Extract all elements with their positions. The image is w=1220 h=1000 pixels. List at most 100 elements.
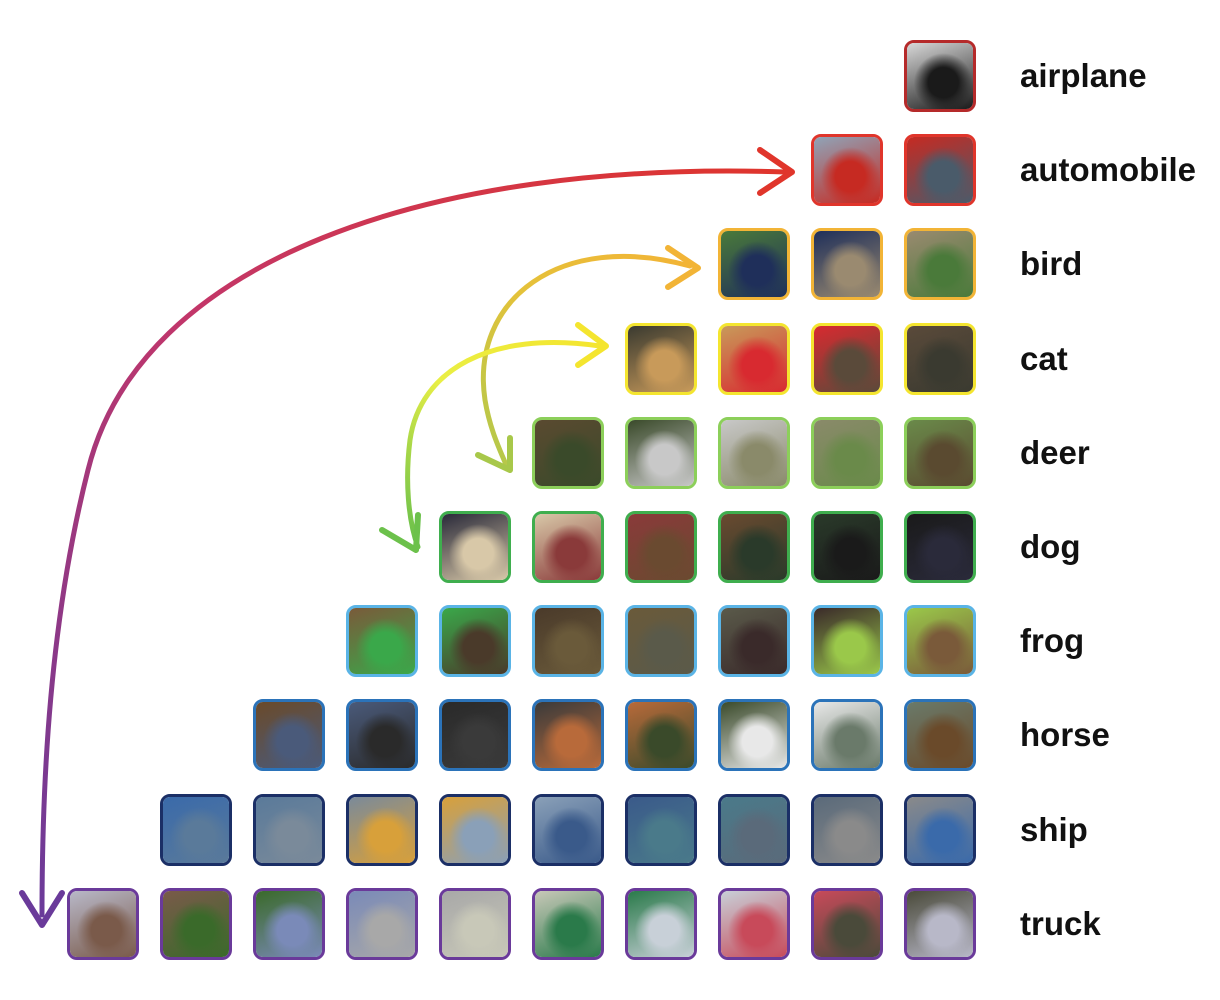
sample-image-frog <box>718 605 790 677</box>
class-label-airplane: airplane <box>1020 57 1147 94</box>
image-thumbnail <box>814 420 880 486</box>
image-thumbnail <box>814 608 880 674</box>
sample-image-truck <box>346 888 418 960</box>
arrow-cat-to-dog <box>405 340 603 550</box>
sample-image-automobile <box>811 134 883 206</box>
image-thumbnail <box>535 702 601 768</box>
sample-image-truck <box>811 888 883 960</box>
sample-image-frog <box>439 605 511 677</box>
sample-image-truck <box>718 888 790 960</box>
sample-image-horse <box>439 699 511 771</box>
image-thumbnail <box>907 420 973 486</box>
image-thumbnail <box>535 891 601 957</box>
sample-image-ship <box>811 794 883 866</box>
image-thumbnail <box>814 231 880 297</box>
sample-image-deer <box>532 417 604 489</box>
image-thumbnail <box>163 797 229 863</box>
image-thumbnail <box>535 514 601 580</box>
image-thumbnail <box>814 891 880 957</box>
sample-image-ship <box>904 794 976 866</box>
sample-image-ship <box>532 794 604 866</box>
image-thumbnail <box>535 420 601 486</box>
sample-image-truck <box>439 888 511 960</box>
sample-image-frog <box>532 605 604 677</box>
arrowhead-bird <box>665 245 701 290</box>
image-thumbnail <box>349 891 415 957</box>
sample-image-bird <box>811 228 883 300</box>
sample-image-frog <box>811 605 883 677</box>
class-label-cat: cat <box>1020 340 1068 377</box>
class-label-frog: frog <box>1020 622 1085 659</box>
image-thumbnail <box>907 231 973 297</box>
sample-image-ship <box>718 794 790 866</box>
sample-image-cat <box>718 323 790 395</box>
sample-image-cat <box>904 323 976 395</box>
sample-image-horse <box>253 699 325 771</box>
image-thumbnail <box>721 420 787 486</box>
image-thumbnail <box>907 797 973 863</box>
image-thumbnail <box>814 797 880 863</box>
sample-image-airplane <box>904 40 976 112</box>
image-thumbnail <box>628 702 694 768</box>
image-thumbnail <box>814 326 880 392</box>
image-thumbnail <box>907 891 973 957</box>
image-thumbnail <box>907 702 973 768</box>
class-label-bird: bird <box>1020 245 1083 282</box>
image-thumbnail <box>721 608 787 674</box>
sample-image-deer <box>718 417 790 489</box>
image-thumbnail <box>721 702 787 768</box>
class-label-deer: deer <box>1020 434 1090 471</box>
sample-image-horse <box>625 699 697 771</box>
image-thumbnail <box>814 702 880 768</box>
image-thumbnail <box>256 702 322 768</box>
image-thumbnail <box>721 326 787 392</box>
sample-image-dog <box>811 511 883 583</box>
sample-image-horse <box>904 699 976 771</box>
sample-image-ship <box>253 794 325 866</box>
sample-image-ship <box>439 794 511 866</box>
image-thumbnail <box>349 702 415 768</box>
image-thumbnail <box>628 608 694 674</box>
class-label-automobile: automobile <box>1020 151 1197 188</box>
image-thumbnail <box>907 137 973 203</box>
sample-image-truck <box>67 888 139 960</box>
sample-image-truck <box>160 888 232 960</box>
image-thumbnail <box>256 797 322 863</box>
sample-image-horse <box>346 699 418 771</box>
sample-image-bird <box>904 228 976 300</box>
sample-image-deer <box>811 417 883 489</box>
image-thumbnail <box>907 43 973 109</box>
sample-image-ship <box>346 794 418 866</box>
image-thumbnail <box>907 326 973 392</box>
class-label-horse: horse <box>1020 716 1110 753</box>
sample-image-dog <box>625 511 697 583</box>
sample-image-ship <box>625 794 697 866</box>
image-thumbnail <box>535 608 601 674</box>
sample-image-automobile <box>904 134 976 206</box>
image-thumbnail <box>721 231 787 297</box>
sample-image-dog <box>718 511 790 583</box>
sample-image-horse <box>532 699 604 771</box>
sample-image-horse <box>718 699 790 771</box>
arrowhead-deer <box>475 435 513 473</box>
sample-image-deer <box>904 417 976 489</box>
arrowhead-cat <box>575 322 609 368</box>
sample-image-dog <box>904 511 976 583</box>
sample-image-truck <box>625 888 697 960</box>
class-label-ship: ship <box>1020 811 1088 848</box>
image-thumbnail <box>442 797 508 863</box>
image-thumbnail <box>721 514 787 580</box>
sample-image-frog <box>625 605 697 677</box>
arrowhead-dog <box>379 512 421 553</box>
image-thumbnail <box>628 891 694 957</box>
image-thumbnail <box>256 891 322 957</box>
sample-image-truck <box>532 888 604 960</box>
sample-image-truck <box>904 888 976 960</box>
sample-image-ship <box>160 794 232 866</box>
sample-image-dog <box>532 511 604 583</box>
sample-image-truck <box>253 888 325 960</box>
image-thumbnail <box>907 514 973 580</box>
sample-image-cat <box>625 323 697 395</box>
